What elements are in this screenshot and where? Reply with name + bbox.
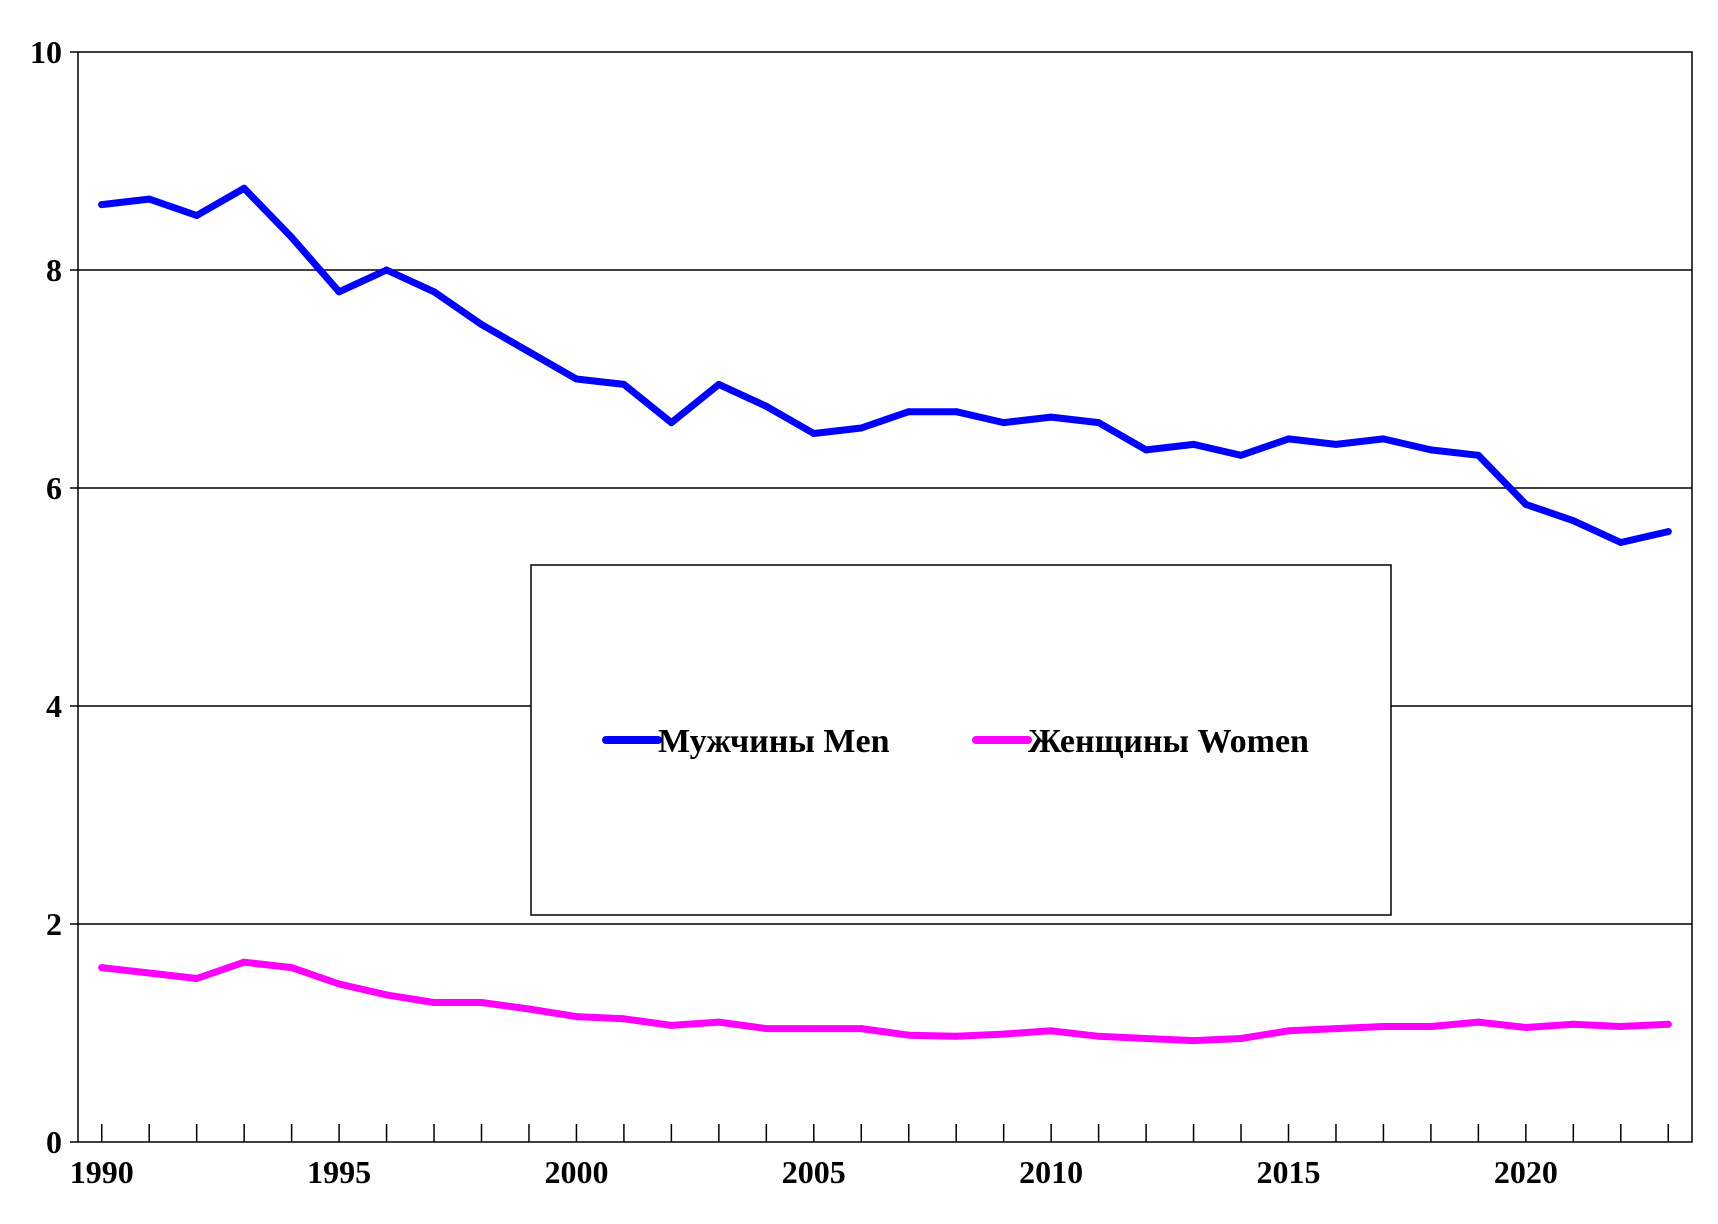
- x-tick-label-2005: 2005: [782, 1154, 846, 1190]
- data-point-0-2003: [715, 380, 723, 388]
- legend-box: [530, 564, 1392, 916]
- data-point-0-1995: [335, 288, 343, 296]
- data-point-0-2004: [762, 402, 770, 410]
- data-point-0-1998: [478, 321, 485, 328]
- data-point-1-2004: [762, 1025, 770, 1033]
- data-point-1-1999: [525, 1005, 533, 1013]
- legend: Мужчины Men Женщины Women: [530, 564, 1392, 916]
- legend-label-1: Женщины Women: [1028, 723, 1309, 760]
- data-point-0-2016: [1332, 440, 1340, 448]
- data-point-0-2000: [572, 375, 580, 383]
- data-point-1-1992: [193, 975, 201, 982]
- data-point-0-1996: [383, 266, 391, 274]
- data-point-1-2013: [1190, 1037, 1198, 1045]
- data-point-0-2015: [1285, 435, 1292, 443]
- data-point-1-1997: [430, 998, 438, 1006]
- y-tick-label-8: 8: [46, 252, 62, 288]
- x-tick-label-2010: 2010: [1019, 1154, 1083, 1190]
- legend-label-0: Мужчины Men: [658, 723, 890, 760]
- data-point-0-2017: [1379, 435, 1387, 443]
- data-point-1-2007: [905, 1031, 913, 1039]
- data-point-0-1997: [430, 288, 438, 296]
- data-point-0-2006: [857, 424, 865, 432]
- data-point-1-2002: [667, 1021, 675, 1029]
- data-point-1-2022: [1617, 1022, 1625, 1030]
- data-point-0-2001: [620, 380, 628, 388]
- data-point-0-2020: [1522, 500, 1530, 508]
- x-tick-label-2000: 2000: [544, 1154, 608, 1190]
- data-point-0-1999: [525, 348, 533, 356]
- x-tick-label-2020: 2020: [1494, 1154, 1558, 1190]
- data-point-1-2019: [1474, 1018, 1482, 1026]
- data-point-1-2003: [715, 1018, 723, 1026]
- data-point-0-1992: [193, 212, 201, 219]
- data-point-0-2013: [1190, 440, 1198, 448]
- series-line-1: [98, 958, 1672, 1045]
- data-point-1-2001: [620, 1015, 628, 1023]
- series-line-0: [98, 184, 1672, 546]
- y-tick-label-0: 0: [46, 1124, 62, 1160]
- data-point-1-1995: [335, 980, 343, 988]
- data-point-1-2011: [1095, 1032, 1103, 1040]
- x-tick-label-1990: 1990: [70, 1154, 134, 1190]
- data-point-0-2005: [810, 430, 818, 437]
- y-tick-label-10: 10: [30, 34, 62, 70]
- data-point-1-2012: [1142, 1034, 1150, 1042]
- data-point-1-1990: [98, 964, 106, 972]
- data-point-0-1990: [98, 201, 106, 209]
- data-point-1-1993: [240, 958, 248, 966]
- y-tick-label-4: 4: [46, 688, 62, 724]
- data-point-1-2014: [1237, 1034, 1245, 1042]
- y-tick-label-6: 6: [46, 470, 62, 506]
- plot-area: [77, 51, 1693, 1143]
- y-tick-label-2: 2: [46, 906, 62, 942]
- data-point-1-1991: [145, 969, 153, 977]
- data-point-0-2007: [905, 408, 913, 416]
- data-point-1-2017: [1379, 1022, 1387, 1030]
- data-point-1-1998: [478, 998, 485, 1006]
- x-tick-label-2015: 2015: [1257, 1154, 1321, 1190]
- data-point-1-2018: [1427, 1022, 1435, 1030]
- data-point-0-1994: [288, 233, 296, 241]
- data-point-1-1994: [288, 964, 296, 972]
- data-point-0-2010: [1047, 413, 1055, 421]
- data-point-0-2023: [1664, 528, 1672, 536]
- data-point-0-2018: [1427, 446, 1435, 454]
- grid-lines: [78, 269, 1692, 925]
- data-point-0-1993: [240, 184, 248, 192]
- data-point-1-2023: [1664, 1020, 1672, 1028]
- data-point-1-2016: [1332, 1025, 1340, 1033]
- series: [98, 184, 1672, 1045]
- data-point-1-2000: [572, 1013, 580, 1021]
- data-point-1-2015: [1285, 1027, 1292, 1035]
- data-point-0-2012: [1142, 446, 1150, 454]
- data-point-0-2021: [1569, 517, 1577, 525]
- data-point-0-2008: [952, 408, 960, 416]
- data-point-1-2005: [810, 1025, 818, 1033]
- data-point-0-2022: [1617, 539, 1625, 546]
- data-point-1-2008: [952, 1032, 960, 1040]
- data-point-0-2014: [1237, 451, 1245, 459]
- data-point-1-2009: [1000, 1030, 1008, 1038]
- data-point-1-1996: [383, 991, 391, 999]
- data-point-0-1991: [145, 195, 153, 203]
- data-point-0-2002: [667, 419, 675, 427]
- data-point-0-2019: [1474, 451, 1482, 459]
- data-point-1-2021: [1569, 1020, 1577, 1028]
- data-point-1-2010: [1047, 1027, 1055, 1035]
- data-point-0-2009: [1000, 419, 1008, 427]
- data-point-1-2020: [1522, 1024, 1530, 1032]
- data-point-1-2006: [857, 1025, 865, 1033]
- x-tick-label-1995: 1995: [307, 1154, 371, 1190]
- axes: 0 2 4 6 8 10 1990 1995 2000 2005 2010 2015 2020: [30, 34, 1670, 1190]
- data-point-0-2011: [1095, 419, 1103, 427]
